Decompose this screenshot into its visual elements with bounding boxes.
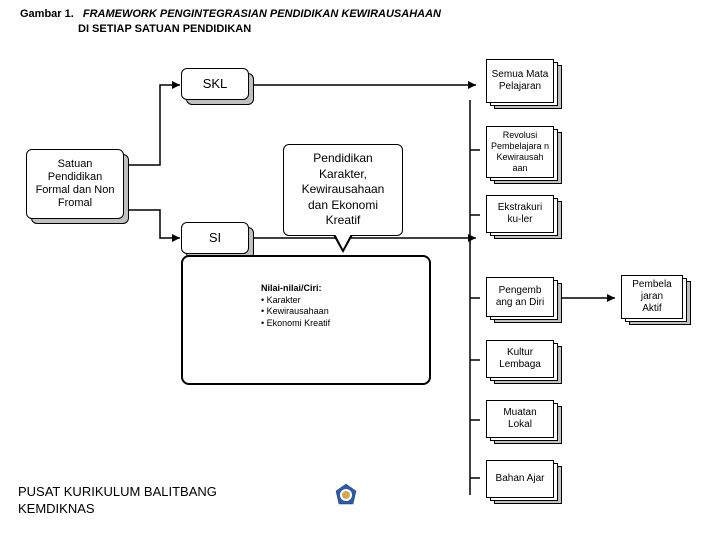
nilai-item-0: • Karakter	[261, 295, 421, 307]
satuan-box: Satuan Pendidikan Formal dan Non Fromal	[26, 149, 124, 219]
center-box: Nilai-nilai/Ciri: • Karakter • Kewirausa…	[181, 255, 431, 385]
stack-box-6: Bahan Ajar	[486, 460, 554, 498]
footer-text: PUSAT KURIKULUM BALITBANG KEMDIKNAS	[18, 484, 248, 518]
si-box: SI	[181, 222, 249, 254]
nilai-title: Nilai-nilai/Ciri:	[261, 283, 421, 295]
figure-title: Gambar 1. FRAMEWORK PENGINTEGRASIAN PEND…	[20, 8, 441, 20]
speech-box: Pendidikan Karakter, Kewirausahaan dan E…	[283, 144, 403, 236]
nilai-item-1: • Kewirausahaan	[261, 306, 421, 318]
title-main: FRAMEWORK PENGINTEGRASIAN PENDIDIKAN KEW…	[83, 8, 441, 20]
stack-box-5: Muatan Lokal	[486, 400, 554, 438]
figure-subtitle: DI SETIAP SATUAN PENDIDIKAN	[78, 23, 251, 35]
stack-box-1: Revolusi Pembelajara n Kewirausah aan	[486, 126, 554, 178]
speech-tail-inner	[335, 234, 351, 249]
pembela-box: Pembela jaran Aktif	[621, 275, 683, 319]
stack-box-4: Kultur Lembaga	[486, 340, 554, 378]
skl-box: SKL	[181, 68, 249, 100]
nilai-item-2: • Ekonomi Kreatif	[261, 318, 421, 330]
nilai-list: Nilai-nilai/Ciri: • Karakter • Kewirausa…	[261, 283, 421, 330]
stack-box-2: Ekstrakuri ku-ler	[486, 195, 554, 233]
logo-icon	[332, 482, 360, 510]
stack-box-3: Pengemb ang an Diri	[486, 277, 554, 317]
stack-box-0: Semua Mata Pelajaran	[486, 59, 554, 103]
title-prefix: Gambar 1.	[20, 8, 74, 20]
